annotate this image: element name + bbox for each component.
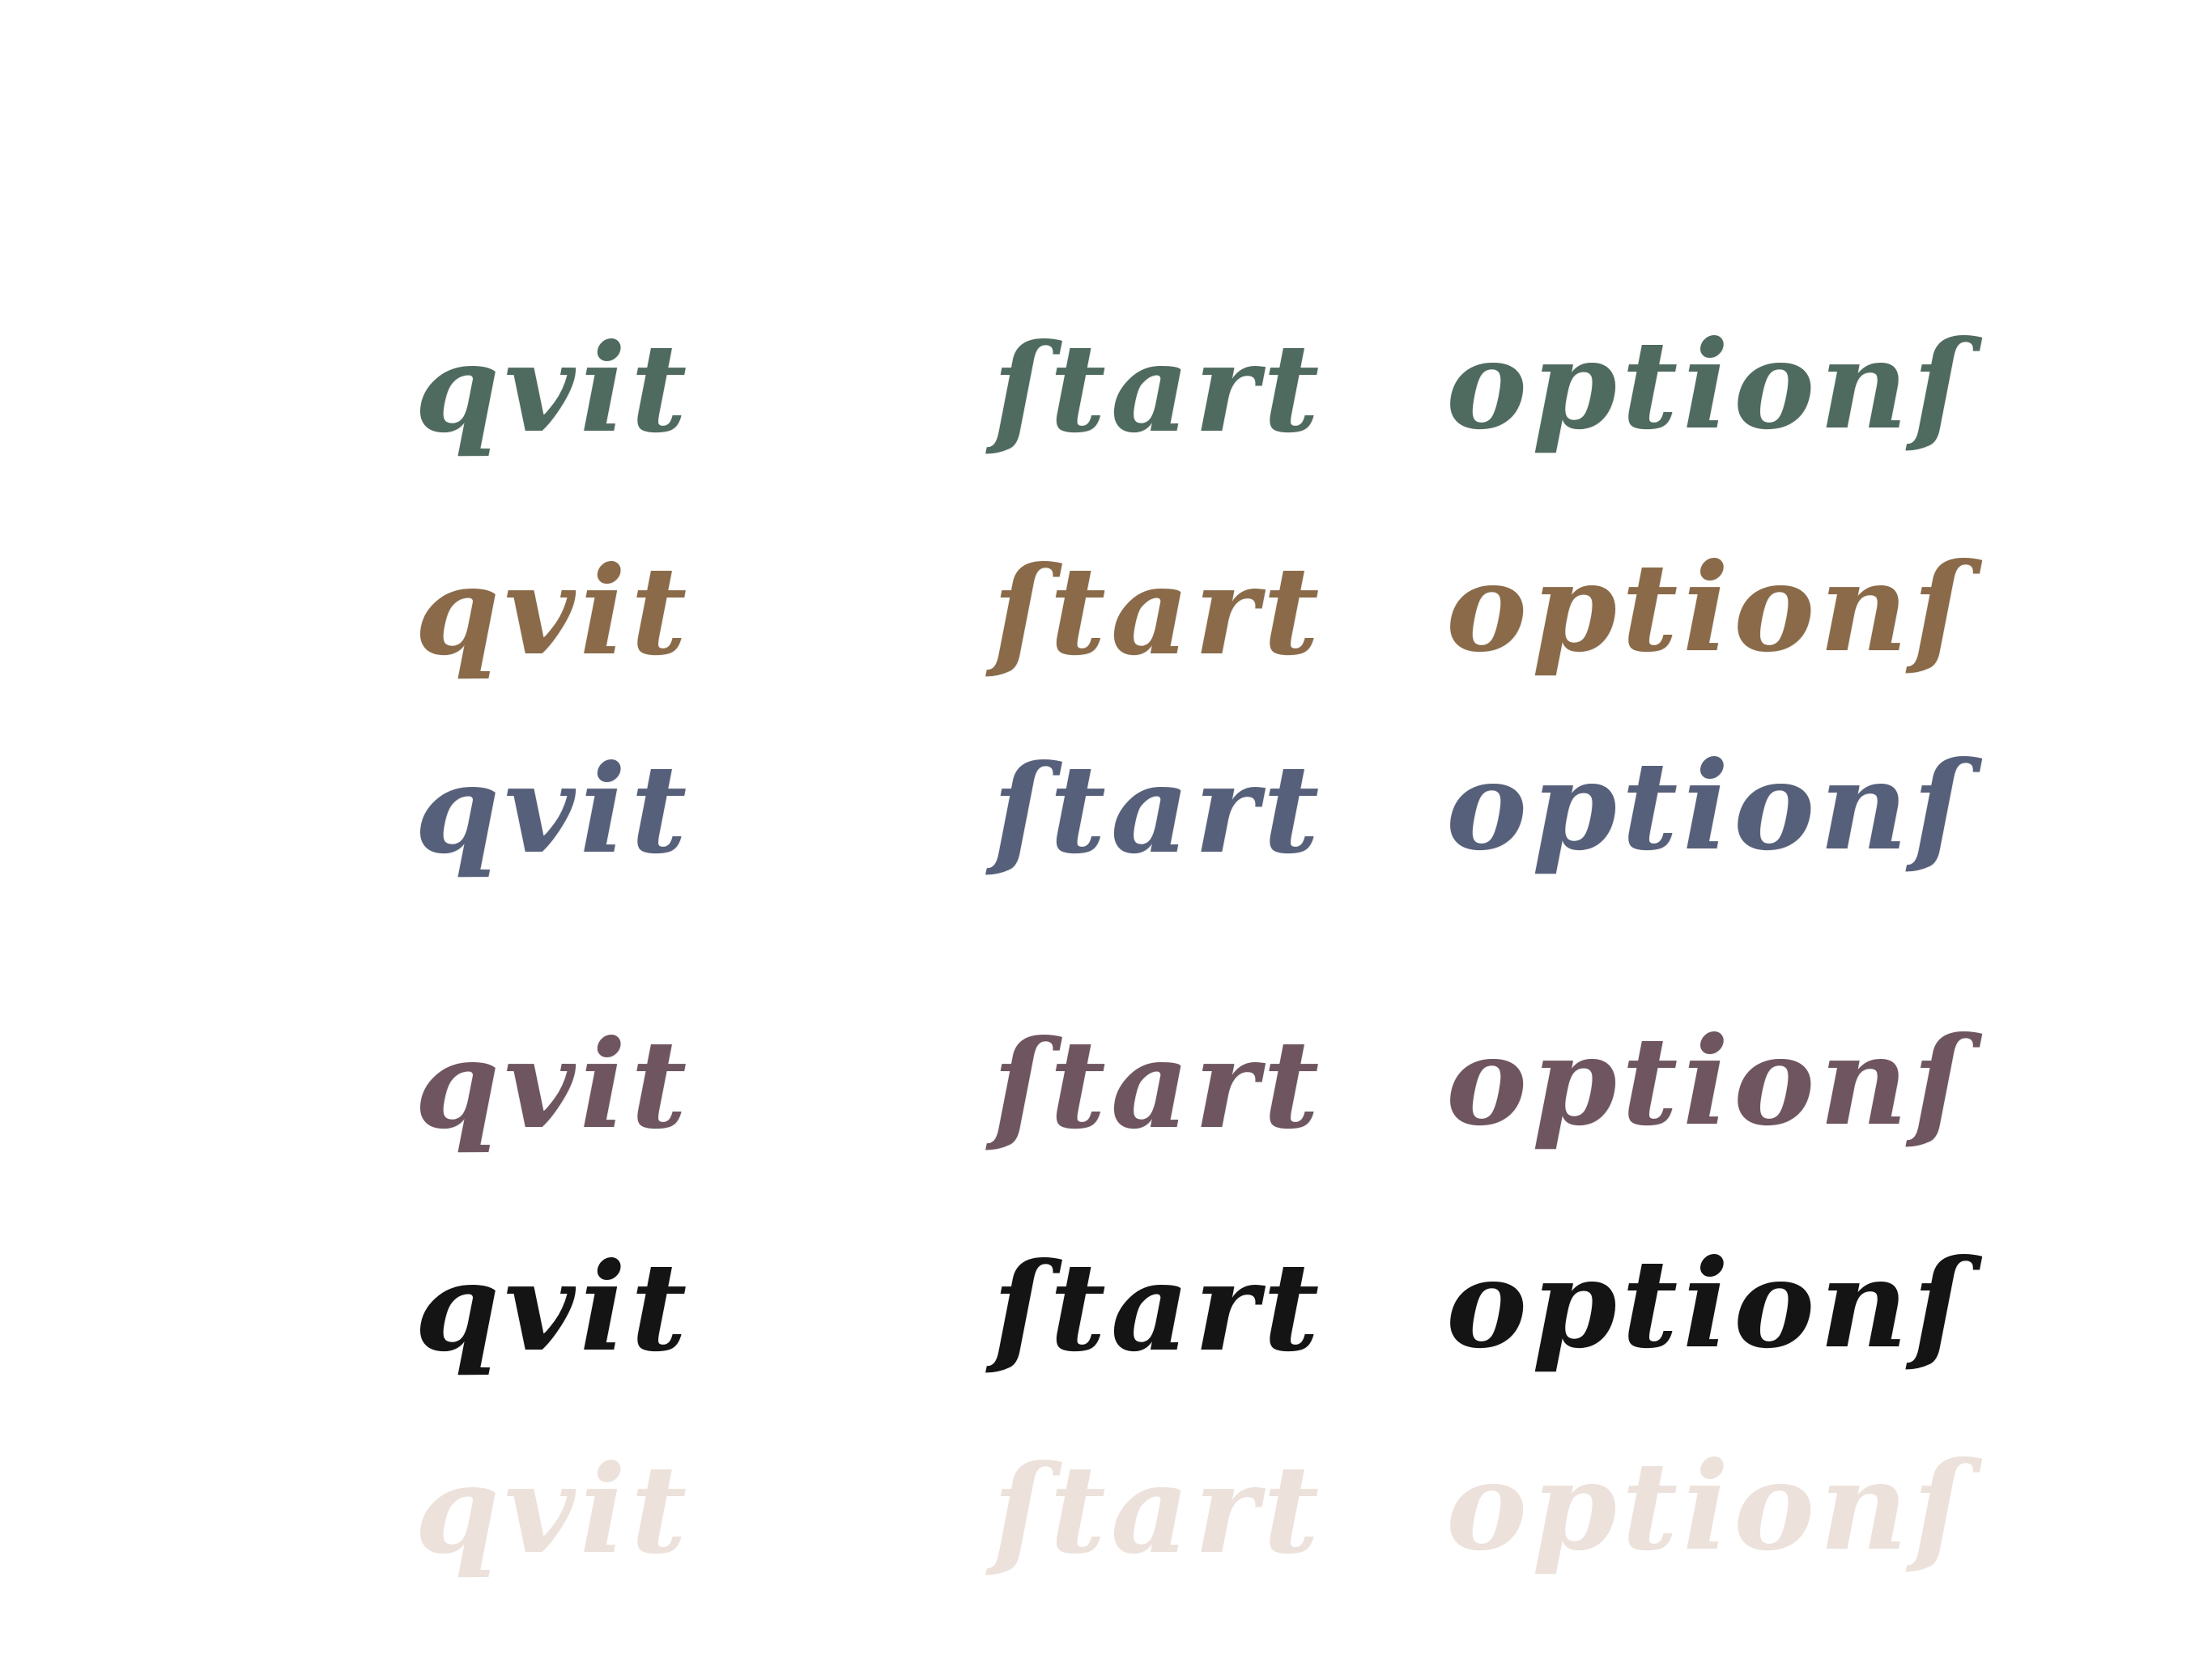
- start-button-mauve[interactable]: ſtart: [993, 1014, 1325, 1156]
- quit-button-mauve[interactable]: qvit: [415, 1014, 692, 1156]
- options-button-faded[interactable]: optionſ: [1446, 1435, 1970, 1578]
- start-button-slate[interactable]: ſtart: [993, 738, 1325, 881]
- options-button-black[interactable]: optionſ: [1446, 1233, 1970, 1375]
- quit-button-faded[interactable]: qvit: [415, 1439, 692, 1581]
- options-button-brown[interactable]: optionſ: [1446, 537, 1970, 679]
- options-button-green[interactable]: optionſ: [1446, 314, 1970, 457]
- start-button-black[interactable]: ſtart: [993, 1236, 1325, 1379]
- quit-button-brown[interactable]: qvit: [415, 540, 692, 682]
- quit-button-black[interactable]: qvit: [415, 1236, 692, 1379]
- start-button-faded[interactable]: ſtart: [993, 1439, 1325, 1581]
- options-button-slate[interactable]: optionſ: [1446, 735, 1970, 878]
- start-button-green[interactable]: ſtart: [993, 317, 1325, 460]
- start-button-brown[interactable]: ſtart: [993, 540, 1325, 682]
- quit-button-slate[interactable]: qvit: [415, 738, 692, 881]
- options-button-mauve[interactable]: optionſ: [1446, 1010, 1970, 1153]
- quit-button-green[interactable]: qvit: [415, 317, 692, 460]
